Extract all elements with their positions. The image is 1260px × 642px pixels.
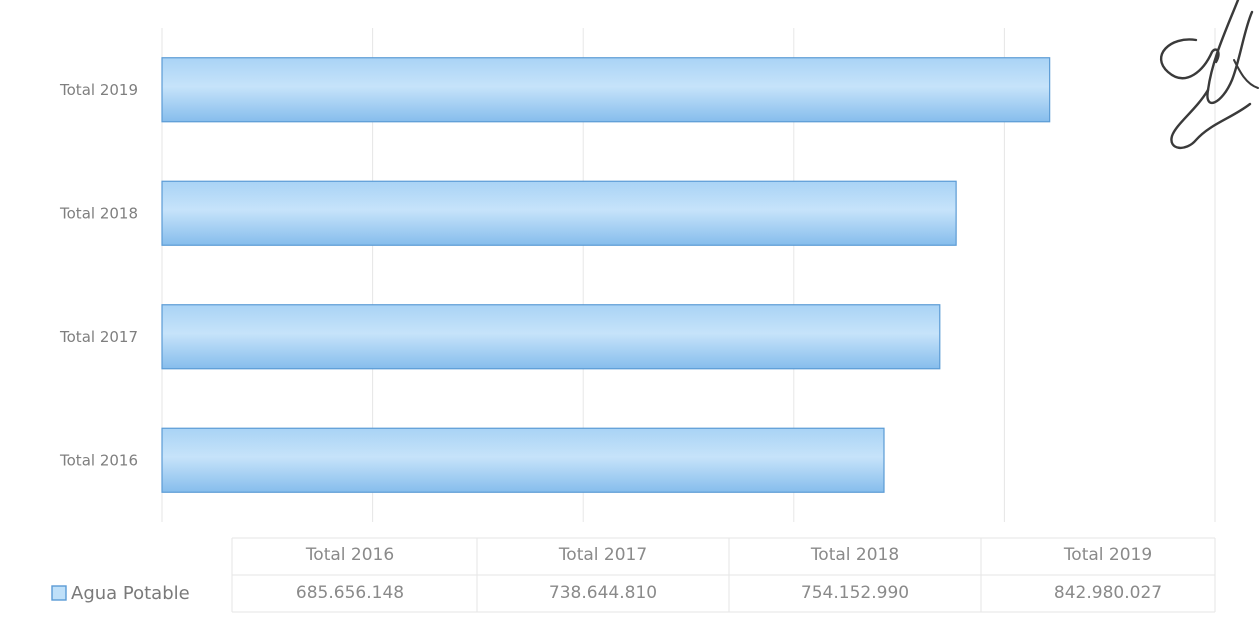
bar-total-2016 bbox=[161, 427, 885, 493]
bar-total-2018 bbox=[161, 180, 957, 246]
table-value: 685.656.148 bbox=[296, 583, 404, 603]
table-header: Total 2016 bbox=[305, 545, 394, 565]
bars bbox=[161, 57, 1051, 493]
bar-total-2019 bbox=[161, 57, 1051, 123]
handwritten-signature bbox=[1160, 0, 1259, 149]
category-label: Total 2019 bbox=[59, 81, 138, 99]
table-header: Total 2017 bbox=[558, 545, 647, 565]
bar-total-2017 bbox=[161, 304, 941, 370]
table-value: 842.980.027 bbox=[1054, 583, 1162, 603]
table-header: Total 2018 bbox=[810, 545, 899, 565]
category-labels: Total 2016 Total 2017 Total 2018 Total 2019 bbox=[59, 81, 138, 470]
category-label: Total 2016 bbox=[59, 451, 138, 469]
legend-swatch bbox=[51, 585, 67, 601]
category-label: Total 2017 bbox=[59, 328, 138, 346]
table-value: 754.152.990 bbox=[801, 583, 909, 603]
table-value: 738.644.810 bbox=[549, 583, 657, 603]
data-table: Total 2016 685.656.148 Total 2017 738.644.8… bbox=[51, 537, 1216, 613]
category-label: Total 2018 bbox=[59, 204, 138, 222]
legend-label: Agua Potable bbox=[71, 583, 190, 604]
table-header: Total 2019 bbox=[1063, 545, 1152, 565]
